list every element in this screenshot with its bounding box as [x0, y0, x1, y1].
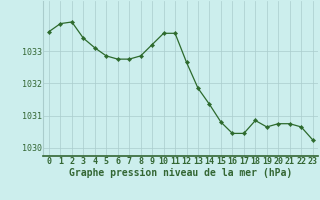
X-axis label: Graphe pression niveau de la mer (hPa): Graphe pression niveau de la mer (hPa): [69, 168, 292, 178]
